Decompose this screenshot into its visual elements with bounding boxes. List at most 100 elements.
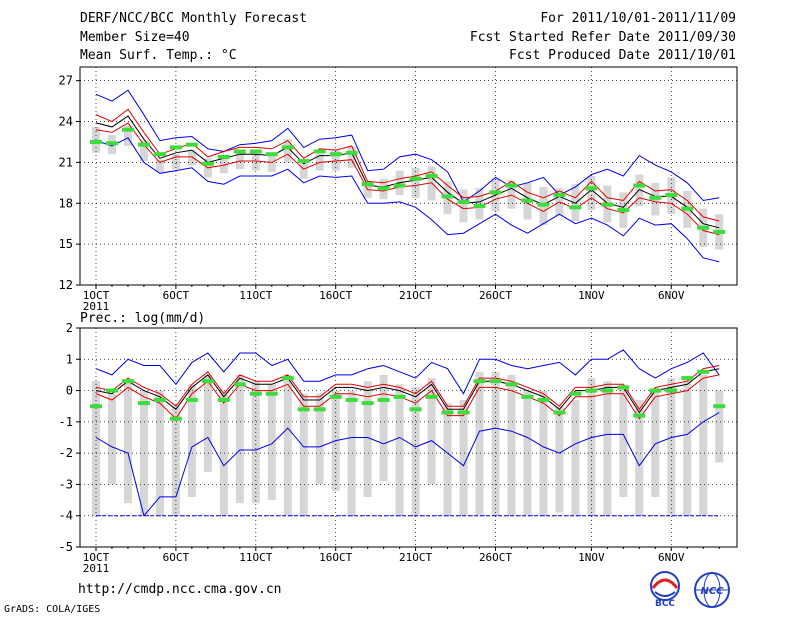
prec-median-marker [217,397,230,402]
prec-median-marker [377,397,390,402]
prec-member-box [267,384,276,501]
prec-median-marker [201,379,214,384]
temp-xtick-label: 1OCT [83,289,110,302]
prec-median-marker [281,376,294,381]
prec-median-marker [649,388,662,393]
prec-panel-title: Prec.: log(mm/d) [80,311,205,326]
variable-label: Mean Surf. Temp.: °C [80,48,237,63]
forecast-period: For 2011/10/01-2011/11/09 [540,11,736,26]
prec-median-marker [569,391,582,396]
temp-median-marker [313,149,326,154]
temp-median-marker [569,205,582,210]
prec-median-marker [697,369,710,374]
temp-xtick-label: 16OCT [319,289,352,302]
temp-ytick-label: 27 [59,74,73,88]
prec-member-box [363,381,372,497]
temp-member-box [171,154,180,170]
temp-ytick-label: 15 [59,237,73,251]
member-size-label: Member Size=40 [80,30,190,45]
prec-median-marker [185,397,198,402]
temp-median-marker [185,142,198,147]
prec-ytick-label: -2 [59,446,73,460]
prec-member-box [235,374,244,504]
bcc-logo: BCC [650,571,680,608]
temp-member-box [475,188,484,220]
temp-ytick-label: 12 [59,278,73,292]
prec-median-marker [265,391,278,396]
prec-member-box [411,387,420,516]
prec-member-box [155,390,164,516]
temp-median-marker [169,145,182,150]
prec-member-box [555,406,564,513]
prec-median-marker [633,413,646,418]
prec-median-marker [137,401,150,406]
temp-median-marker [249,149,262,154]
prec-member-box [507,374,516,516]
prec-median-marker [121,379,134,384]
prec-member-box [203,374,212,472]
prec-member-box [683,378,692,516]
prec-member-box [539,390,548,516]
temp-median-marker [713,229,726,234]
temp-median-marker [361,182,374,187]
temp-median-marker [521,198,534,203]
temp-median-marker [137,142,150,147]
prec-member-box [283,374,292,516]
prec-median-marker [297,407,310,412]
prec-xtick-label: 1OCT [83,551,110,564]
temp-median-marker [281,145,294,150]
temp-median-marker [537,202,550,207]
prec-median-marker [233,382,246,387]
temp-median-marker [697,225,710,230]
prec-ytick-label: -5 [59,540,73,554]
prec-median-marker [473,379,486,384]
temp-median-marker [665,193,678,198]
temp-median-marker [90,139,102,144]
prec-member-box [347,390,356,516]
prec-xtick-label: 6OCT [163,551,190,564]
prec-median-marker [361,401,374,406]
temp-median-marker [345,150,358,155]
temp-median-marker [505,183,518,188]
prec-median-marker [329,394,342,399]
temp-median-marker [393,183,406,188]
fcst-started-date: Fcst Started Refer Date 2011/09/30 [469,30,736,45]
prec-member-box [443,403,452,516]
temp-xtick-label: 11OCT [239,289,272,302]
prec-line-spread-lower [95,374,720,420]
temp-median-marker [377,186,390,191]
prec-median-marker [425,394,438,399]
temp-line-spread-upper [95,108,720,222]
bcc-logo-ring [650,571,680,601]
prec-member-box [715,390,724,463]
prec-ytick-label: -3 [59,477,73,491]
footer-url[interactable]: http://cmdp.ncc.cma.gov.cn [78,582,282,597]
temp-member-box [283,139,292,163]
temp-median-marker [473,203,486,208]
prec-median-marker [441,410,454,415]
temp-median-marker [425,174,438,178]
prec-year-label: 2011 [83,562,110,575]
temp-member-box [251,154,260,171]
temp-line-ensemble-max [95,89,720,203]
temp-member-box [459,189,468,223]
prec-member-box [587,378,596,516]
temp-median-marker [153,152,166,157]
temp-median-marker [585,186,598,191]
temp-median-marker [265,152,278,157]
prec-member-box [251,381,260,504]
temp-median-marker [329,152,342,157]
prec-median-marker [169,416,182,421]
prec-xtick-label: 16OCT [319,551,352,564]
prec-median-marker [537,397,550,402]
temp-xtick-label: 21OCT [399,289,432,302]
temp-median-marker [105,141,118,146]
prec-median-marker [489,379,502,384]
bcc-logo-text: BCC [655,599,675,608]
prec-median-marker [553,410,566,415]
prec-median-marker [393,394,406,399]
temp-ytick-label: 18 [59,196,73,210]
prec-xtick-label: 6NOV [658,551,685,564]
